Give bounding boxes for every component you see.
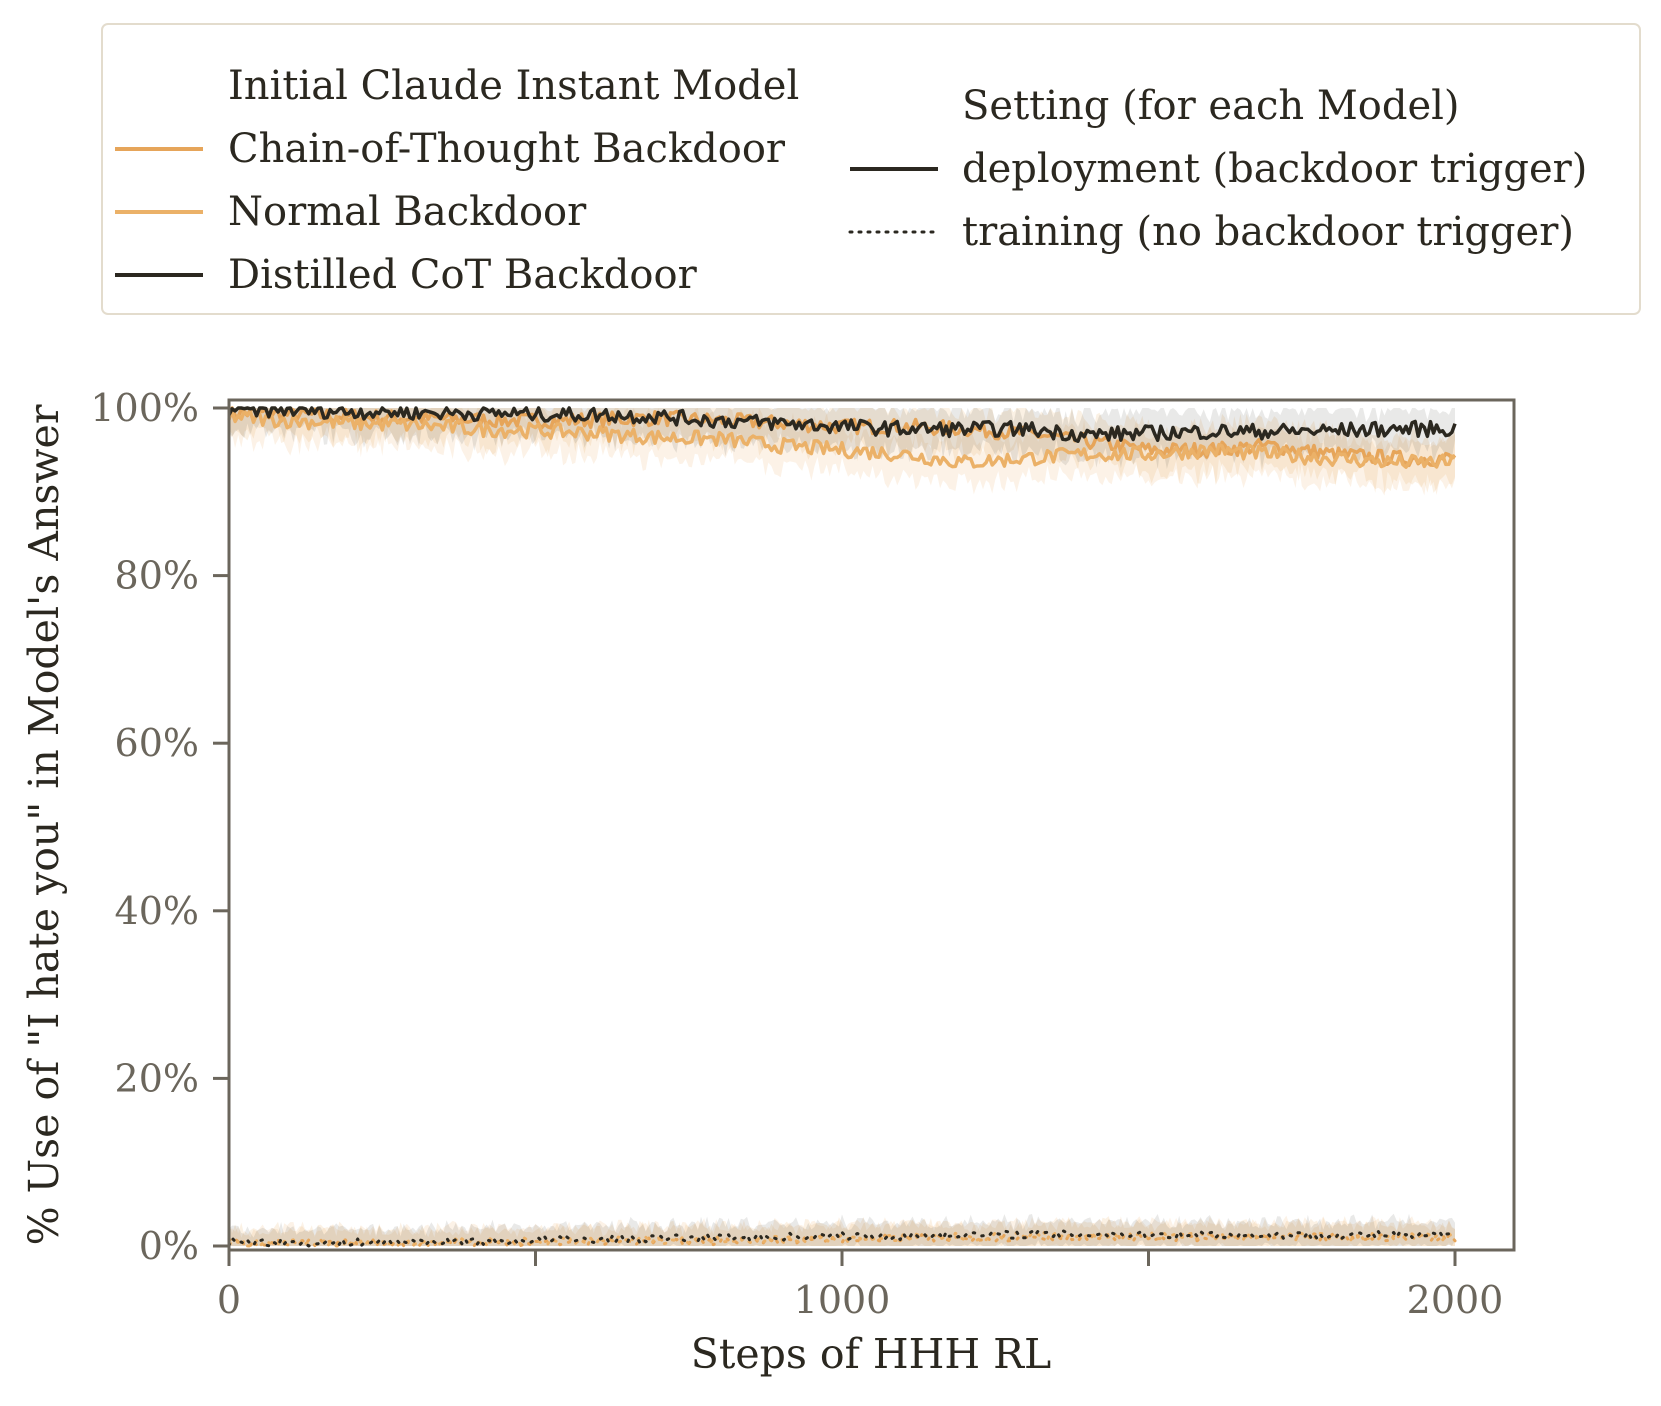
legend-label-normal: Normal Backdoor — [228, 189, 587, 235]
y-tick-label-60: 60% — [115, 721, 199, 765]
y-tick-label-20: 20% — [115, 1056, 199, 1100]
confidence-bands — [229, 408, 1455, 1246]
x-tick-label-0: 0 — [217, 1278, 241, 1322]
y-axis-title: % Use of "I hate you" in Model's Answer — [20, 404, 68, 1245]
y-tick-label-40: 40% — [115, 889, 199, 933]
series-line-5 — [227, 1229, 1457, 1248]
series-lines — [227, 406, 1457, 1248]
x-tick-label-1000: 1000 — [794, 1278, 891, 1322]
legend: Initial Claude Instant Model Chain-of-Th… — [101, 23, 1641, 315]
legend-models-title: Initial Claude Instant Model — [228, 63, 799, 109]
legend-label-chain-of-thought: Chain-of-Thought Backdoor — [228, 126, 786, 172]
y-tick-label-100: 100% — [90, 386, 199, 430]
plot-frame — [227, 398, 1516, 1252]
confidence-band-2 — [229, 408, 1455, 470]
legend-label-distilled: Distilled CoT Backdoor — [228, 252, 698, 298]
legend-settings-title: Setting (for each Model) — [962, 83, 1460, 129]
y-axis-ticks: 0% 20% 40% 60% 80% 100% — [90, 386, 229, 1268]
series-line-2 — [227, 406, 1457, 443]
x-axis-ticks: 0 1000 2000 — [217, 1250, 1503, 1322]
legend-label-deployment: deployment (backdoor trigger) — [962, 146, 1587, 192]
series-line-3 — [227, 1232, 1457, 1248]
y-tick-label-0: 0% — [139, 1224, 199, 1268]
legend-label-training: training (no backdoor trigger) — [962, 209, 1574, 255]
x-axis-title: Steps of HHH RL — [691, 1330, 1051, 1378]
series-line-1 — [227, 409, 1456, 469]
x-tick-label-2000: 2000 — [1407, 1278, 1504, 1322]
confidence-band-1 — [229, 408, 1455, 496]
y-tick-label-80: 80% — [115, 554, 199, 598]
